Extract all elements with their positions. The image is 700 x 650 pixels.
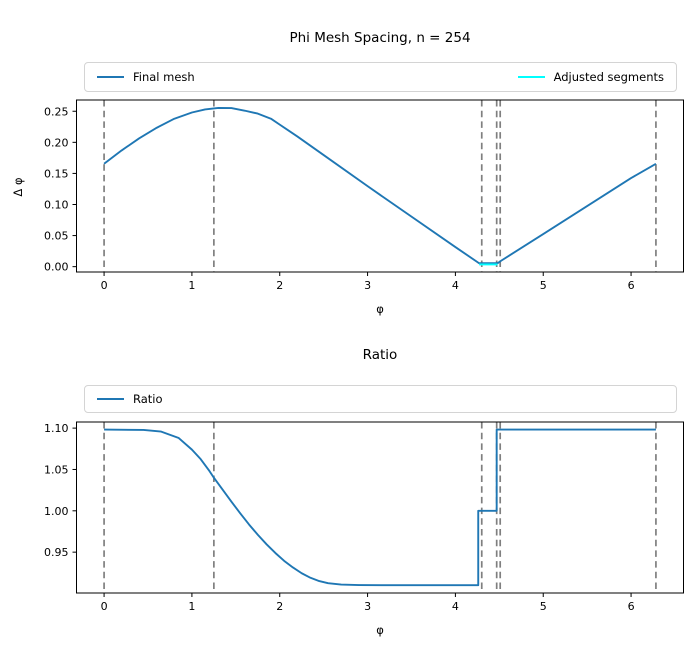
svg-text:4: 4 xyxy=(452,279,459,292)
ratio-chart: 0 1 2 3 4 5 6 0.95 1.00 1.05 1.10 φ xyxy=(44,421,684,637)
svg-text:3: 3 xyxy=(364,279,371,292)
top-legend: Final mesh Adjusted segments xyxy=(84,62,677,92)
svg-text:1: 1 xyxy=(188,279,195,292)
series-final-mesh xyxy=(103,107,657,265)
svg-text:0.20: 0.20 xyxy=(44,136,69,149)
svg-text:0.00: 0.00 xyxy=(44,261,69,274)
legend-label-ratio: Ratio xyxy=(133,392,163,406)
svg-text:3: 3 xyxy=(364,600,371,613)
x-axis-ticks: 0 1 2 3 4 5 6 xyxy=(101,272,635,292)
svg-text:1.05: 1.05 xyxy=(44,463,69,476)
x-axis-label: φ xyxy=(376,302,384,316)
top-chart-title: Phi Mesh Spacing, n = 254 xyxy=(289,30,471,46)
svg-text:5: 5 xyxy=(540,600,547,613)
svg-text:0: 0 xyxy=(101,279,108,292)
final-mesh-line-swatch xyxy=(97,76,124,78)
adjusted-segments-line-swatch xyxy=(517,76,545,78)
svg-text:1.00: 1.00 xyxy=(44,505,69,518)
svg-text:1.10: 1.10 xyxy=(44,422,69,435)
svg-text:6: 6 xyxy=(628,279,635,292)
svg-text:0.10: 0.10 xyxy=(44,198,69,211)
svg-text:4: 4 xyxy=(452,600,459,613)
phi-mesh-spacing-chart: 0 1 2 3 4 5 6 0.00 0.05 0.10 0.15 0.20 0.25 φ xyxy=(44,99,684,316)
svg-text:5: 5 xyxy=(540,279,547,292)
vertical-dashed-guides xyxy=(103,422,657,593)
y-axis-ticks: 0.00 0.05 0.10 0.15 0.20 0.25 xyxy=(44,105,77,274)
svg-text:0.15: 0.15 xyxy=(44,167,69,180)
svg-text:0.25: 0.25 xyxy=(44,105,69,118)
svg-text:0.95: 0.95 xyxy=(44,546,69,559)
svg-text:1: 1 xyxy=(188,600,195,613)
vertical-dashed-guides xyxy=(103,100,657,272)
legend-entry-final-mesh: Final mesh xyxy=(97,70,195,84)
legend-label-final-mesh: Final mesh xyxy=(133,70,195,84)
axes-spines xyxy=(76,99,684,273)
x-axis-label: φ xyxy=(376,623,384,637)
legend-entry-ratio: Ratio xyxy=(97,392,163,406)
bottom-legend: Ratio xyxy=(84,385,677,413)
y-axis-ticks: 0.95 1.00 1.05 1.10 xyxy=(44,422,77,559)
axes-spines xyxy=(76,421,684,594)
bottom-chart-title: Ratio xyxy=(362,347,398,363)
svg-text:6: 6 xyxy=(628,600,635,613)
svg-text:2: 2 xyxy=(276,600,283,613)
ratio-line-swatch xyxy=(97,398,124,400)
svg-text:0.05: 0.05 xyxy=(44,230,69,243)
legend-entry-adjusted-segments: Adjusted segments xyxy=(517,70,664,84)
legend-label-adjusted-segments: Adjusted segments xyxy=(553,70,664,84)
svg-text:0: 0 xyxy=(101,600,108,613)
series-ratio xyxy=(104,428,656,587)
x-axis-ticks: 0 1 2 3 4 5 6 xyxy=(101,593,635,613)
svg-text:2: 2 xyxy=(276,279,283,292)
